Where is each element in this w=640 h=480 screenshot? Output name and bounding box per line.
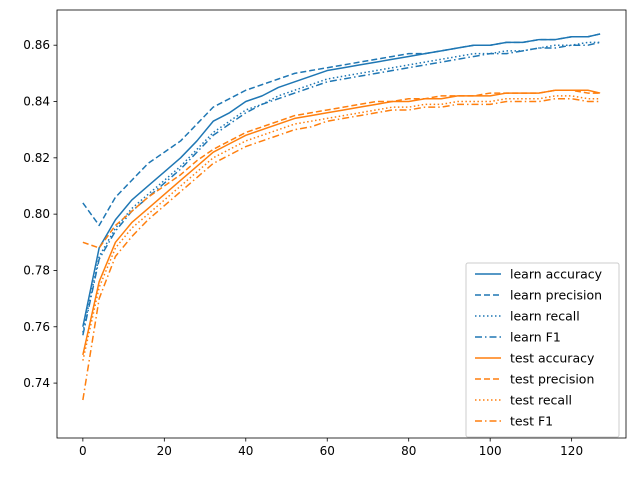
y-tick-label: 0.76	[23, 320, 50, 334]
legend: learn accuracy learn precision learn recal…	[465, 262, 620, 438]
x-tick-label: 60	[320, 444, 335, 458]
legend-label: test F1	[510, 414, 553, 429]
x-axis: 0 20 40 60 80 100 120	[79, 438, 583, 458]
series-line-test-recall	[82, 95, 601, 361]
legend-label: learn accuracy	[510, 267, 603, 282]
series-line-test-f1	[82, 97, 601, 401]
series-layer	[82, 33, 601, 401]
series-line-learn-precision	[82, 33, 601, 227]
x-tick-label: 20	[157, 444, 172, 458]
legend-box	[465, 262, 620, 438]
x-tick-label: 80	[401, 444, 416, 458]
y-tick-label: 0.82	[23, 151, 50, 165]
y-tick-label: 0.84	[23, 95, 50, 109]
y-axis: 0.74 0.76 0.78 0.80 0.82 0.84 0.86	[23, 38, 57, 390]
x-tick-label: 100	[479, 444, 502, 458]
y-tick-label: 0.74	[23, 376, 50, 390]
y-tick-label: 0.86	[23, 38, 50, 52]
plot-frame	[56, 9, 627, 439]
y-tick-label: 0.78	[23, 263, 50, 277]
legend-label: learn recall	[510, 309, 580, 324]
legend-label: test recall	[510, 393, 572, 408]
series-line-learn-f1	[82, 41, 601, 336]
x-tick-label: 40	[238, 444, 253, 458]
legend-label: test precision	[510, 372, 594, 387]
legend-label: learn F1	[510, 330, 561, 345]
legend-label: test accuracy	[510, 351, 595, 366]
y-tick-label: 0.80	[23, 207, 50, 221]
series-line-test-precision	[82, 89, 601, 249]
x-tick-label: 120	[560, 444, 583, 458]
legend-label: learn precision	[510, 288, 602, 303]
x-tick-label: 0	[79, 444, 87, 458]
